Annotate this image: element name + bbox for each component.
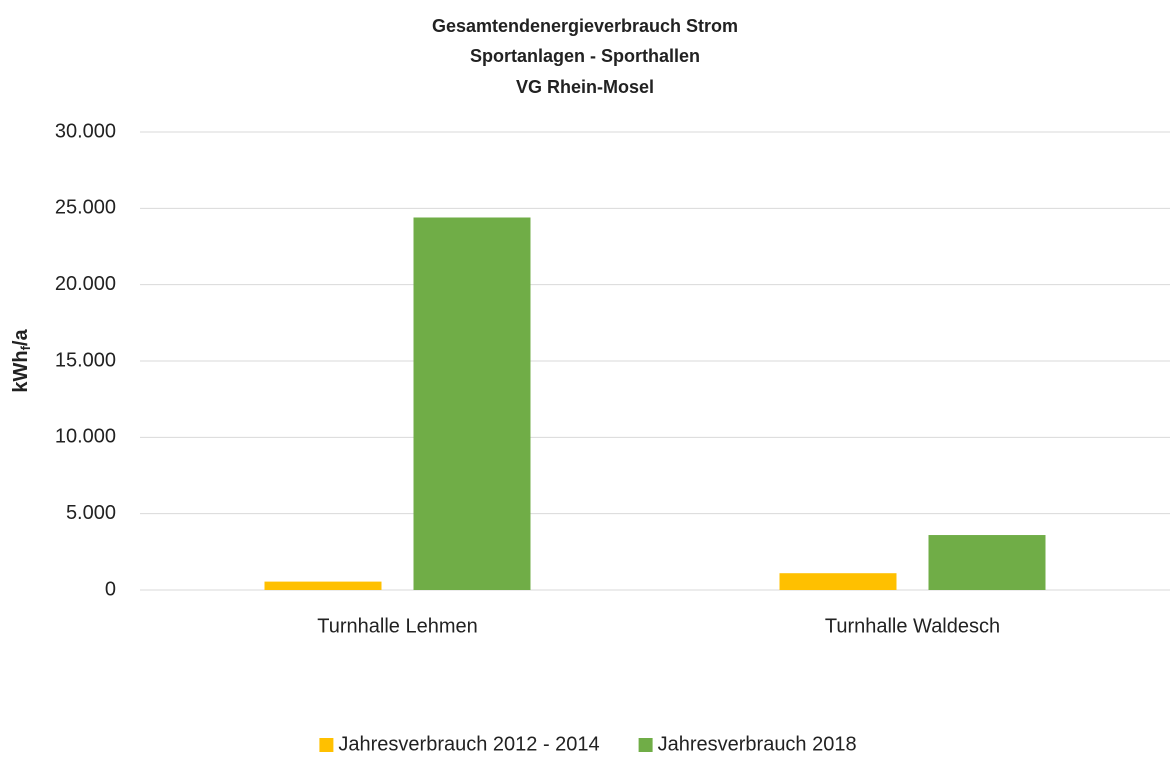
bar [413,217,531,590]
legend-label: Jahresverbrauch 2012 - 2014 [338,733,599,755]
legend-label: Jahresverbrauch 2018 [658,733,857,755]
y-tick-label: 0 [105,578,116,600]
legend-swatch [638,738,653,752]
chart-title: Gesamtendenergieverbrauch Strom [432,16,738,36]
y-axis-label-part: /a [10,329,32,347]
x-tick-label: Turnhalle Lehmen [317,615,477,637]
y-tick-label: 15.000 [55,349,116,371]
chart-title: VG Rhein-Mosel [516,77,654,97]
bar [928,535,1046,590]
y-tick-label: 5.000 [66,502,116,524]
y-tick-label: 25.000 [55,197,116,219]
y-tick-label: 30.000 [55,120,116,142]
x-tick-label: Turnhalle Waldesch [825,615,1000,637]
y-tick-label: 20.000 [55,273,116,295]
y-tick-label: 10.000 [55,426,116,448]
y-axis-label: kWhf/a [10,329,33,393]
y-axis-label-part: kWh [10,350,32,392]
y-axis-label-part: f [18,345,33,350]
bar [264,581,382,590]
bar [779,573,897,590]
legend-swatch [319,738,334,752]
chart-title: Sportanlagen - Sporthallen [470,46,700,66]
